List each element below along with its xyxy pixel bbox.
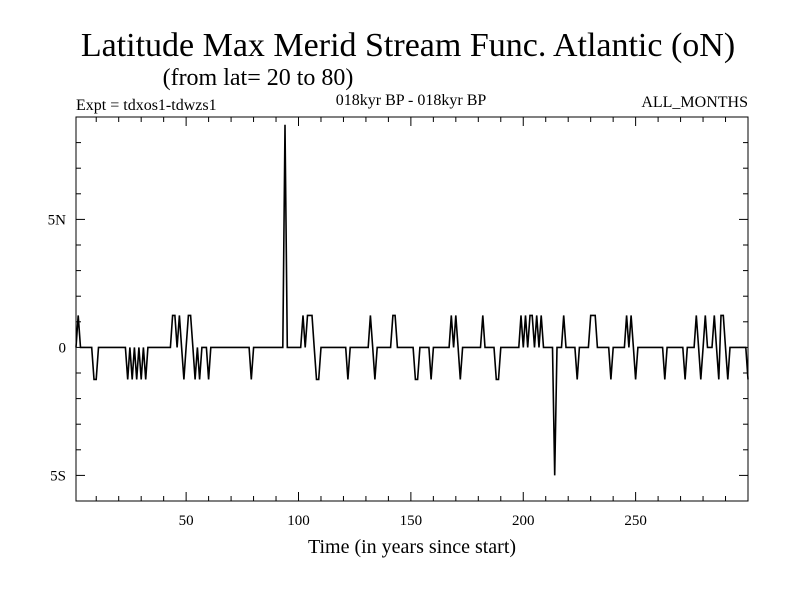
series-layer	[75, 124, 749, 476]
chart-subtitle: (from lat= 20 to 80)	[163, 65, 354, 91]
y-tick-label: 5N	[48, 212, 67, 228]
plot-frame	[75, 116, 749, 502]
y-tick-label: 0	[59, 340, 67, 356]
y-tick-label: 5S	[50, 468, 66, 484]
x-tick-label: 250	[624, 513, 647, 529]
expt-label: Expt = tdxos1-tdwzs1	[76, 97, 217, 114]
chart-title: Latitude Max Merid Stream Func. Atlantic…	[81, 27, 735, 64]
x-tick-label: 150	[400, 513, 423, 529]
axis-ticks	[76, 116, 749, 502]
months-label: ALL_MONTHS	[641, 94, 748, 111]
x-tick-label: 50	[179, 513, 194, 529]
x-tick-label: 200	[512, 513, 535, 529]
x-tick-label: 100	[287, 513, 310, 529]
period-label: 018kyr BP - 018kyr BP	[336, 92, 487, 109]
x-axis-label: Time (in years since start)	[308, 536, 516, 558]
axis-tick-labels: 50 100 150 200 250 5S 0 5N	[48, 212, 647, 529]
series-line	[75, 124, 749, 476]
